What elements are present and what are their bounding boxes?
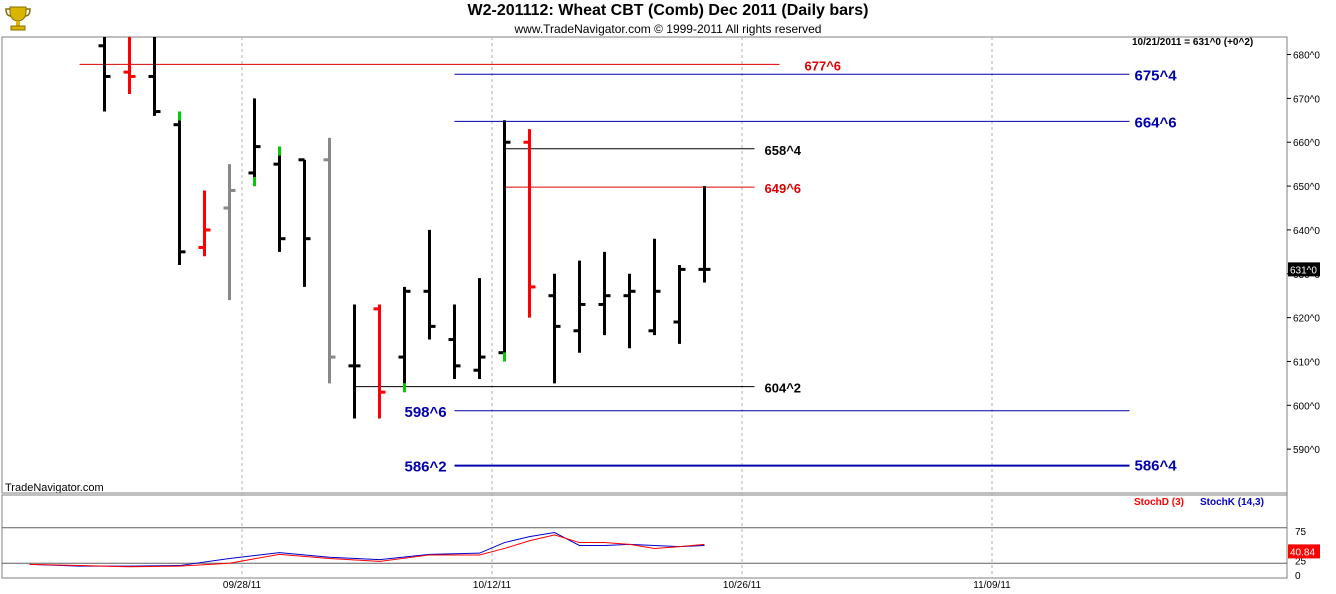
x-tick-label: 10/12/11 bbox=[473, 580, 512, 591]
stochd-legend: StochD (3) bbox=[1134, 497, 1184, 508]
level-label: 586^4 bbox=[1135, 458, 1178, 475]
indicator-tick-label: 0 bbox=[1295, 571, 1301, 582]
price-panel-frame bbox=[1, 36, 1288, 494]
last-price-box bbox=[1288, 262, 1320, 277]
last-price-label: 631^0 bbox=[1290, 265, 1317, 276]
x-tick-label: 09/28/11 bbox=[223, 580, 262, 591]
level-label: 664^6 bbox=[1135, 114, 1177, 131]
copyright-line: www.TradeNavigator.com © 1999-2011 All r… bbox=[514, 22, 822, 36]
level-label: 598^6 bbox=[405, 404, 447, 421]
y-tick-label: 680^0 bbox=[1293, 51, 1320, 62]
watermark: TradeNavigator.com bbox=[5, 482, 104, 494]
stochk-legend: StochK (14,3) bbox=[1200, 497, 1264, 508]
indicator-value-label: 40.84 bbox=[1290, 547, 1315, 558]
trophy-icon bbox=[5, 6, 31, 31]
quote-line: 10/21/2011 = 631^0 (+0^2) bbox=[1132, 37, 1254, 48]
indicator-tick-label: 25 bbox=[1295, 556, 1307, 567]
level-label: 677^6 bbox=[805, 58, 842, 73]
stochd-line bbox=[29, 534, 705, 568]
y-tick-label: 640^0 bbox=[1293, 226, 1320, 237]
y-tick-label: 620^0 bbox=[1293, 314, 1320, 325]
y-tick-label: 590^0 bbox=[1293, 445, 1320, 456]
level-label: 649^6 bbox=[765, 181, 802, 196]
level-label: 675^4 bbox=[1135, 67, 1178, 84]
indicator-tick-label: 75 bbox=[1295, 527, 1307, 538]
x-tick-label: 11/09/11 bbox=[973, 580, 1011, 591]
indicator-value-box bbox=[1288, 544, 1320, 559]
y-tick-label: 600^0 bbox=[1293, 401, 1320, 412]
level-label: 658^4 bbox=[765, 143, 802, 158]
x-tick-label: 10/26/11 bbox=[723, 580, 762, 591]
y-tick-label: 660^0 bbox=[1293, 138, 1320, 149]
chart-title: W2-201112: Wheat CBT (Comb) Dec 2011 (Da… bbox=[467, 2, 869, 19]
level-label: 586^2 bbox=[405, 459, 447, 476]
y-tick-label: 610^0 bbox=[1293, 357, 1320, 368]
y-tick-label: 670^0 bbox=[1293, 94, 1320, 105]
level-label: 604^2 bbox=[765, 381, 802, 396]
y-tick-label: 650^0 bbox=[1293, 182, 1320, 193]
